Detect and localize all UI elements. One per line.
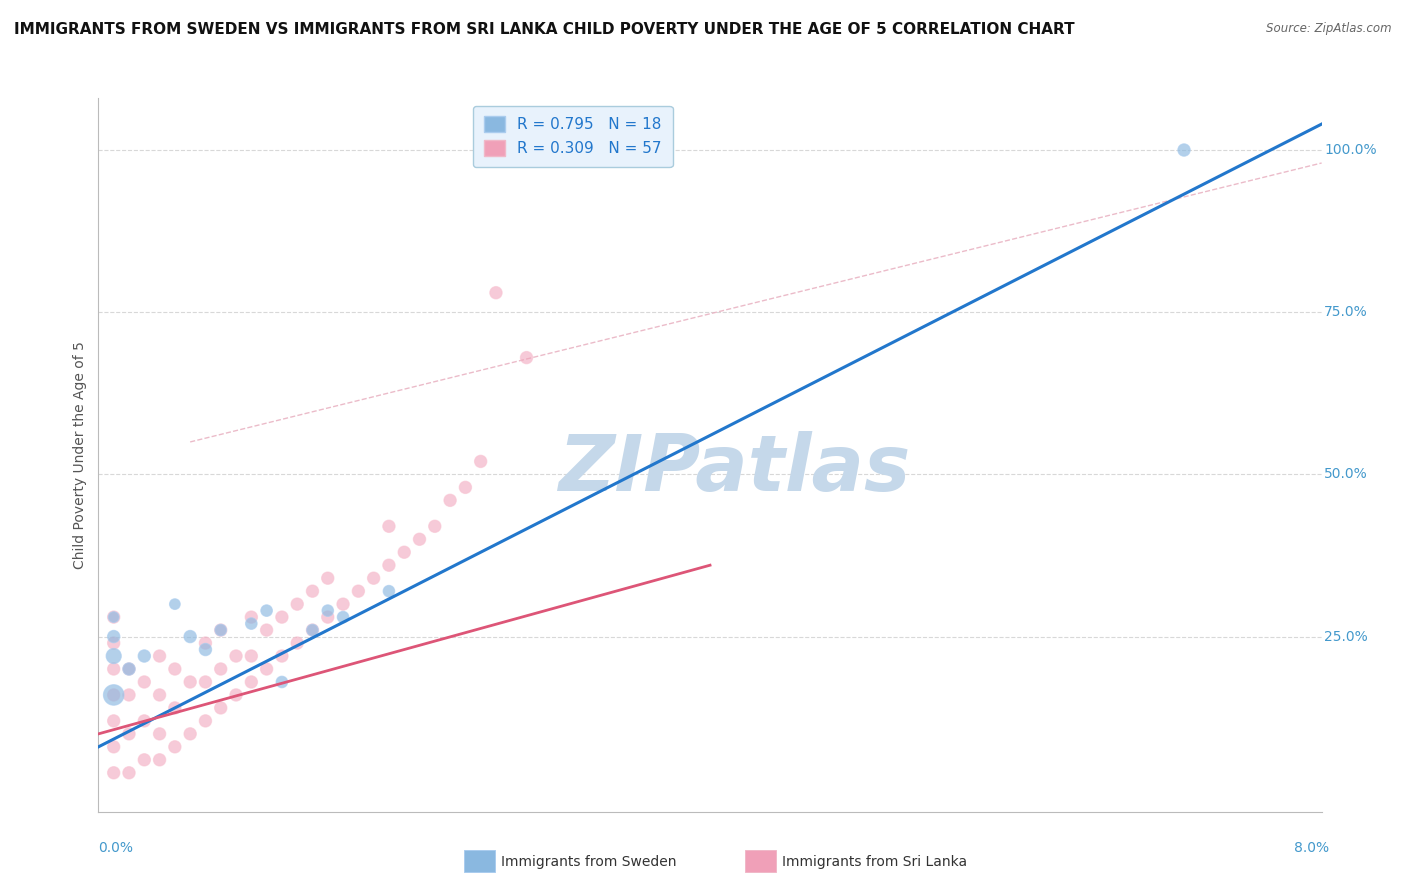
Point (103, 636, 125, 650)
Point (439, 493, 461, 508)
Point (134, 714, 156, 728)
Point (194, 714, 217, 728)
Point (301, 623, 323, 637)
Point (103, 610, 125, 624)
Point (485, 285, 508, 300)
Point (103, 630, 125, 644)
Point (118, 662, 141, 676)
Point (149, 688, 172, 702)
Point (163, 597, 186, 611)
Point (103, 688, 125, 702)
Point (240, 610, 263, 624)
Point (118, 765, 141, 780)
Point (240, 616, 263, 631)
Point (363, 571, 385, 585)
Point (454, 480, 477, 494)
Point (408, 533, 430, 547)
Point (163, 739, 186, 754)
Point (194, 675, 217, 690)
Point (332, 597, 354, 611)
Point (179, 630, 201, 644)
Point (103, 739, 125, 754)
Point (149, 727, 172, 741)
Text: Source: ZipAtlas.com: Source: ZipAtlas.com (1267, 22, 1392, 36)
Point (516, 351, 538, 365)
Point (256, 623, 278, 637)
Point (225, 648, 247, 663)
Text: 0.0%: 0.0% (98, 841, 134, 855)
Point (179, 675, 201, 690)
Point (301, 623, 323, 637)
Point (378, 519, 401, 533)
Legend: R = 0.795   N = 18, R = 0.309   N = 57: R = 0.795 N = 18, R = 0.309 N = 57 (472, 106, 672, 167)
Point (256, 662, 278, 676)
Point (118, 688, 141, 702)
Point (209, 701, 232, 715)
Point (316, 571, 339, 585)
Point (378, 558, 401, 573)
Point (240, 648, 263, 663)
Text: ZIPatlas: ZIPatlas (558, 431, 911, 508)
Point (149, 753, 172, 767)
Point (285, 636, 308, 650)
Point (118, 727, 141, 741)
Text: Immigrants from Sri Lanka: Immigrants from Sri Lanka (782, 855, 967, 869)
Point (163, 701, 186, 715)
Point (1173, 143, 1195, 157)
Point (378, 584, 401, 599)
Point (240, 675, 263, 690)
Text: 50.0%: 50.0% (1324, 467, 1368, 482)
Point (103, 688, 125, 702)
Point (209, 623, 232, 637)
Point (270, 675, 294, 690)
Point (285, 597, 308, 611)
Point (270, 610, 294, 624)
Text: Immigrants from Sweden: Immigrants from Sweden (501, 855, 676, 869)
Point (103, 662, 125, 676)
Point (149, 648, 172, 663)
Point (423, 519, 446, 533)
Point (256, 604, 278, 618)
Point (332, 610, 354, 624)
Point (103, 714, 125, 728)
Text: 100.0%: 100.0% (1324, 143, 1376, 157)
Point (225, 688, 247, 702)
Point (347, 584, 370, 599)
Point (103, 765, 125, 780)
Point (163, 662, 186, 676)
Text: 75.0%: 75.0% (1324, 305, 1368, 319)
Point (301, 584, 323, 599)
Point (209, 662, 232, 676)
Point (392, 545, 416, 559)
Point (103, 648, 125, 663)
Point (470, 454, 492, 468)
Point (316, 604, 339, 618)
Point (194, 642, 217, 657)
Point (179, 727, 201, 741)
Point (118, 662, 141, 676)
Point (194, 636, 217, 650)
Point (134, 648, 156, 663)
Text: 8.0%: 8.0% (1294, 841, 1329, 855)
Y-axis label: Child Poverty Under the Age of 5: Child Poverty Under the Age of 5 (73, 341, 87, 569)
Point (270, 648, 294, 663)
Point (134, 675, 156, 690)
Text: 25.0%: 25.0% (1324, 630, 1368, 643)
Point (134, 753, 156, 767)
Text: IMMIGRANTS FROM SWEDEN VS IMMIGRANTS FROM SRI LANKA CHILD POVERTY UNDER THE AGE : IMMIGRANTS FROM SWEDEN VS IMMIGRANTS FRO… (14, 22, 1074, 37)
Point (209, 623, 232, 637)
Point (103, 610, 125, 624)
Point (316, 610, 339, 624)
